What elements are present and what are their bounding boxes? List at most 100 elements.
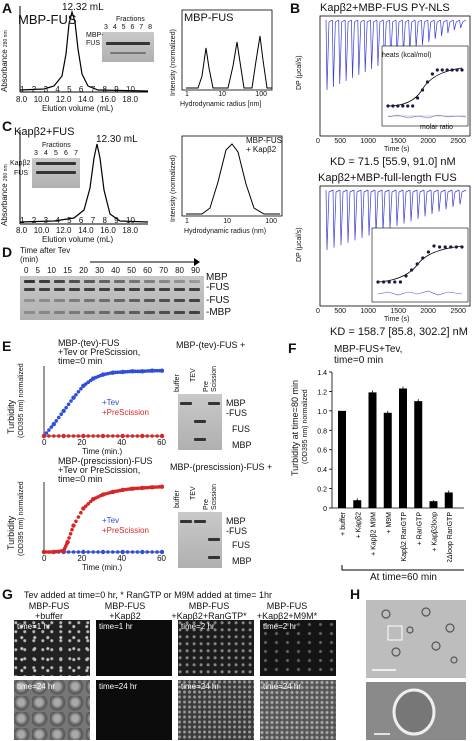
panel-e-top-sub2: time=0 min [58, 356, 103, 366]
panel-c-dls-chart [181, 135, 283, 217]
turbidity-point [140, 433, 145, 439]
panel-c-peak-label: 12.30 mL [96, 134, 138, 145]
panel-g-letter: G [2, 586, 13, 602]
panel-a-dls-chart [181, 9, 273, 91]
turbidity-point [159, 433, 164, 439]
panel-b-xlabel1: Time (s) [384, 146, 410, 153]
itc-isotherm-point [426, 250, 430, 254]
turbidity-point [145, 550, 150, 554]
turbidity-point [111, 550, 115, 554]
turbidity-point [155, 550, 159, 554]
gel-band [159, 311, 170, 314]
panel-e-gel-bot-label-1: MBP [226, 516, 246, 526]
itc-injection-spike [353, 189, 362, 241]
panel-e-gel-bot-label-3: FUS [232, 540, 250, 550]
gel-band [39, 299, 50, 302]
f-bar [383, 412, 392, 508]
itc-injection-spike [427, 19, 435, 43]
turbidity-point [108, 371, 113, 375]
turbidity-point [155, 434, 159, 438]
itc-injection-spike [452, 19, 460, 31]
turbidity-point [138, 369, 142, 374]
panel-b-xticks2: 0 500 1000 1500 2000 2500 [316, 308, 466, 315]
f-category-label: + M9M [386, 512, 393, 534]
gel-band [144, 311, 155, 314]
turbidity-point [56, 434, 61, 438]
panel-a-dls-ylabel: Intensity (normalized) [170, 29, 177, 96]
itc-injection-spike [408, 19, 416, 52]
panel-g-image-3-bot: time=24 hr [178, 680, 254, 740]
f-ytick-label: 0.2 [317, 487, 327, 494]
panel-e-gel-bot-lane-buffer: buffer [174, 490, 181, 508]
gel-band [54, 280, 65, 283]
itc-isotherm-point [391, 104, 395, 108]
panel-e-top-xticks: 0 20 40 60 [42, 438, 166, 447]
f-category-label: + Kapβ2 [355, 512, 362, 539]
panel-e-top-title: MBP-(tev)-FUS [58, 338, 120, 348]
turbidity-point [76, 389, 81, 394]
gel-band [114, 288, 125, 291]
panel-d-label-mbp-fus-1: MBP [206, 272, 228, 283]
f-bar [399, 388, 407, 508]
turbidity-point [138, 486, 142, 490]
itc-isotherm-point [396, 104, 400, 108]
turbidity-point [86, 380, 91, 385]
panel-e-top-chart [41, 366, 164, 439]
gel-band [84, 288, 95, 291]
gel-band [24, 280, 35, 283]
panel-e-bot-xticks: 0 20 40 60 [42, 554, 166, 563]
panel-a-gel-label: MBP-FUS [86, 32, 104, 47]
turbidity-point [150, 550, 154, 554]
turbidity-point [41, 433, 47, 439]
f-ytick-label: 0 [323, 506, 327, 513]
panel-e-top-ylabel: Turbidity [6, 399, 16, 434]
gel-band [99, 299, 110, 302]
gel-band [159, 299, 170, 302]
itc-injection-spike [458, 189, 467, 205]
panel-e-letter: E [2, 338, 12, 354]
panel-e-bot-ylabel2: (OD395 nm) normalized [18, 481, 25, 556]
itc-isotherm-point [440, 68, 444, 72]
turbidity-point [56, 415, 61, 420]
panel-c-dls-label: MBP-FUS + Kapβ2 [246, 136, 282, 154]
turbidity-point [44, 431, 49, 435]
itc-isotherm-point [382, 280, 386, 284]
gel-band [174, 288, 185, 291]
turbidity-point [71, 523, 76, 528]
turbidity-point [81, 506, 86, 511]
panel-e-gel-bot [178, 512, 222, 568]
gel-band [159, 288, 170, 291]
turbidity-point [49, 425, 54, 429]
gel-band [69, 299, 80, 302]
panel-b-ylabel2: DP (μcal/s) [296, 227, 303, 262]
turbidity-point [111, 434, 115, 438]
itc-isotherm-point [450, 68, 454, 72]
itc-injection-spike [332, 189, 341, 248]
turbidity-point [79, 510, 83, 515]
panel-f-ylabel: Turbidity at time=80 min [290, 380, 300, 476]
itc-injection-spike [416, 189, 425, 219]
panel-a-letter: A [2, 0, 13, 16]
itc-isotherm-point [432, 244, 436, 248]
itc-injection-spike [325, 19, 333, 91]
panel-b-ylabel1: DP (μcal/s) [296, 55, 303, 90]
panel-c-ylabel: Absorbance 280 nm [0, 164, 9, 226]
gel-band [174, 311, 185, 314]
gel-band [189, 311, 200, 314]
panel-b-itc2 [319, 185, 471, 307]
panel-d-letter: D [2, 244, 13, 260]
panel-g-image-3-top: time=2 hr [178, 620, 254, 676]
turbidity-point [128, 487, 132, 491]
panel-d-gel [20, 276, 204, 320]
gel-band [24, 288, 35, 291]
panel-f-letter: F [288, 340, 297, 356]
f-bar [444, 492, 453, 508]
itc-isotherm-point [438, 245, 442, 249]
itc-isotherm-point [376, 280, 380, 284]
turbidity-point [159, 549, 164, 555]
turbidity-point [91, 434, 95, 438]
turbidity-point [66, 550, 71, 554]
panel-b-xticks1: 0 500 1000 1500 2000 2500 [316, 138, 466, 145]
turbidity-point [145, 434, 150, 438]
